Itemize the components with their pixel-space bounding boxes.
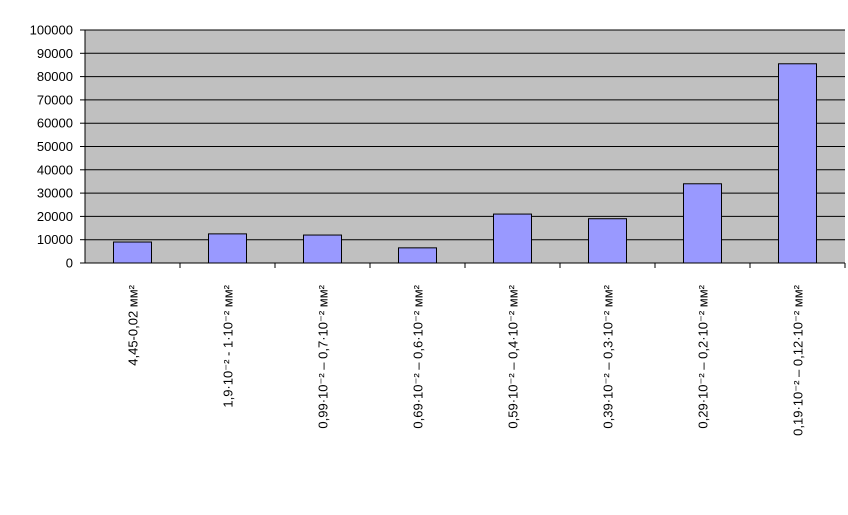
x-tick-label: 4,45-0,02 мм² (126, 284, 141, 365)
x-tick-label: 1,9·10⁻² - 1·10⁻² мм² (221, 284, 236, 407)
y-tick-label: 50000 (37, 139, 73, 154)
y-tick-label: 100000 (30, 23, 73, 38)
y-tick-label: 40000 (37, 162, 73, 177)
x-tick-label: 0,69·10⁻² – 0,6·10⁻² мм² (411, 284, 426, 428)
bar (303, 234, 342, 264)
y-tick-label: 90000 (37, 46, 73, 61)
y-tick-label: 70000 (37, 92, 73, 107)
y-tick-label: 80000 (37, 69, 73, 84)
x-tick-label: 0,19·10⁻² – 0,12·10⁻² мм² (791, 284, 806, 436)
x-tick-label: 0,99·10⁻² – 0,7·10⁻² мм² (316, 284, 331, 428)
x-tick-label: 0,39·10⁻² – 0,3·10⁻² мм² (601, 284, 616, 428)
bar (398, 247, 437, 264)
y-tick-label: 30000 (37, 186, 73, 201)
bar (588, 218, 627, 264)
y-tick-label: 10000 (37, 232, 73, 247)
y-tick-label: 20000 (37, 209, 73, 224)
x-tick-label: 0,59·10⁻² – 0,4·10⁻² мм² (506, 284, 521, 428)
x-tick-label: 0,29·10⁻² – 0,2·10⁻² мм² (696, 284, 711, 428)
bar (113, 241, 152, 264)
y-tick-label: 60000 (37, 116, 73, 131)
bar (683, 183, 722, 264)
bar (778, 63, 817, 264)
bar (493, 213, 532, 264)
bar (208, 233, 247, 264)
y-tick-label: 0 (66, 256, 73, 271)
